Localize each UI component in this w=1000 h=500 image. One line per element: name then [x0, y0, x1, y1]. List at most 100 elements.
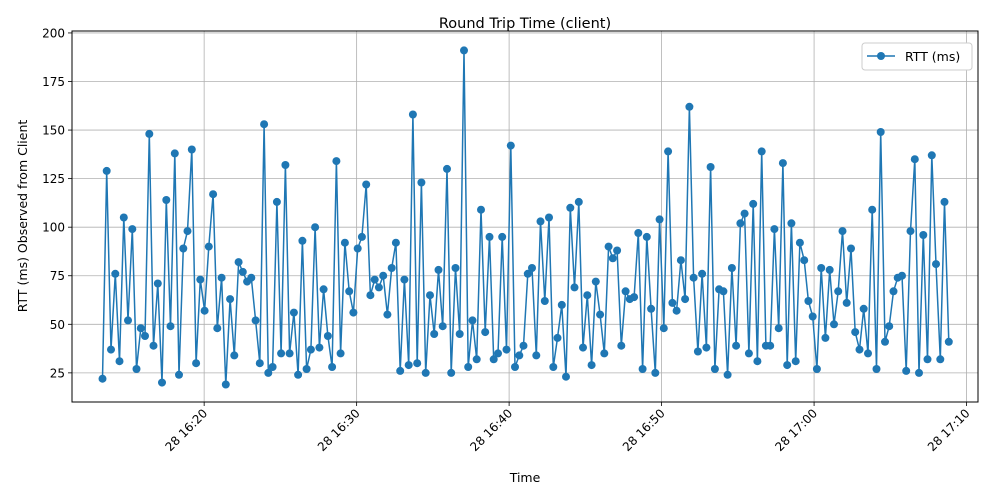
data-point — [778, 159, 787, 168]
data-point — [366, 291, 375, 300]
data-point — [783, 361, 792, 370]
data-point — [842, 298, 851, 307]
data-point — [604, 242, 613, 251]
x-axis-ticks: 28 16:20 28 16:30 28 16:40 28 16:50 28 17:00… — [162, 402, 973, 454]
data-point — [664, 147, 673, 156]
data-point — [944, 337, 953, 346]
data-point — [791, 357, 800, 366]
data-point — [511, 363, 519, 371]
data-point — [940, 197, 949, 206]
data-point — [855, 345, 864, 354]
data-point — [770, 225, 779, 234]
data-point — [515, 351, 524, 360]
data-point — [328, 363, 337, 371]
data-point — [579, 343, 587, 352]
data-point — [659, 324, 668, 333]
data-point — [630, 293, 639, 302]
data-point — [719, 287, 728, 296]
data-point — [638, 365, 647, 373]
data-point — [408, 110, 417, 119]
data-point — [732, 341, 741, 350]
data-point — [306, 345, 315, 354]
data-point — [927, 151, 936, 160]
data-point — [443, 164, 451, 173]
x-tick-label: 28 17:00 — [772, 406, 820, 454]
y-tick-label: 75 — [50, 269, 65, 283]
data-point — [834, 287, 843, 296]
data-point — [166, 322, 175, 331]
data-point — [213, 324, 222, 333]
data-point — [421, 368, 430, 377]
y-axis-label: RTT (ms) Observed from Client — [15, 120, 30, 313]
data-point — [396, 366, 405, 375]
data-point — [430, 330, 439, 338]
data-point — [668, 298, 677, 307]
data-point — [553, 333, 562, 342]
data-point — [404, 361, 413, 370]
data-point — [545, 213, 553, 222]
data-point — [272, 197, 281, 206]
data-point — [838, 227, 847, 236]
data-point — [98, 374, 107, 383]
data-point — [919, 231, 928, 239]
x-axis-label: Time — [509, 470, 541, 485]
data-point — [693, 347, 702, 356]
data-point — [613, 246, 622, 255]
data-point — [681, 295, 690, 304]
data-point — [345, 287, 354, 296]
series-group — [98, 46, 953, 389]
data-point — [417, 178, 426, 187]
data-point — [319, 285, 328, 294]
data-point — [651, 368, 660, 377]
data-point — [821, 333, 830, 342]
y-tick-label: 125 — [42, 172, 65, 186]
data-point — [477, 205, 485, 214]
data-point — [528, 264, 536, 272]
data-point — [702, 343, 711, 352]
data-point — [187, 145, 196, 154]
data-point — [349, 308, 358, 317]
data-point — [689, 273, 698, 282]
data-point — [481, 328, 490, 337]
data-point — [540, 297, 549, 305]
data-point — [400, 275, 409, 284]
data-point — [221, 380, 230, 389]
data-point — [115, 357, 124, 366]
data-point — [774, 324, 783, 333]
data-point — [557, 300, 566, 309]
data-point — [383, 310, 392, 319]
data-point — [438, 322, 447, 331]
data-point — [149, 341, 158, 350]
data-point — [851, 328, 860, 337]
data-point — [562, 372, 570, 381]
data-point — [608, 254, 617, 263]
data-point — [268, 363, 277, 371]
data-point — [795, 238, 804, 247]
data-point — [145, 129, 154, 138]
data-point — [885, 322, 894, 331]
data-point — [277, 349, 286, 358]
data-point — [825, 265, 834, 274]
data-point — [583, 291, 592, 300]
data-point — [685, 102, 694, 111]
data-point — [336, 349, 345, 358]
data-point — [170, 149, 179, 158]
data-point — [302, 365, 311, 373]
data-point — [255, 359, 264, 368]
data-point — [574, 197, 583, 206]
data-point — [591, 277, 600, 286]
data-point — [447, 368, 456, 377]
data-point — [757, 147, 766, 156]
data-point — [744, 349, 753, 358]
data-point — [910, 155, 919, 164]
legend-marker — [877, 52, 885, 60]
data-point — [600, 349, 609, 358]
data-point — [749, 199, 758, 208]
data-point — [868, 205, 877, 214]
data-point — [353, 244, 362, 253]
data-point — [621, 287, 630, 296]
data-point — [285, 349, 294, 358]
data-point — [434, 265, 443, 274]
data-point — [859, 304, 868, 313]
x-tick-label: 28 16:30 — [315, 406, 363, 454]
